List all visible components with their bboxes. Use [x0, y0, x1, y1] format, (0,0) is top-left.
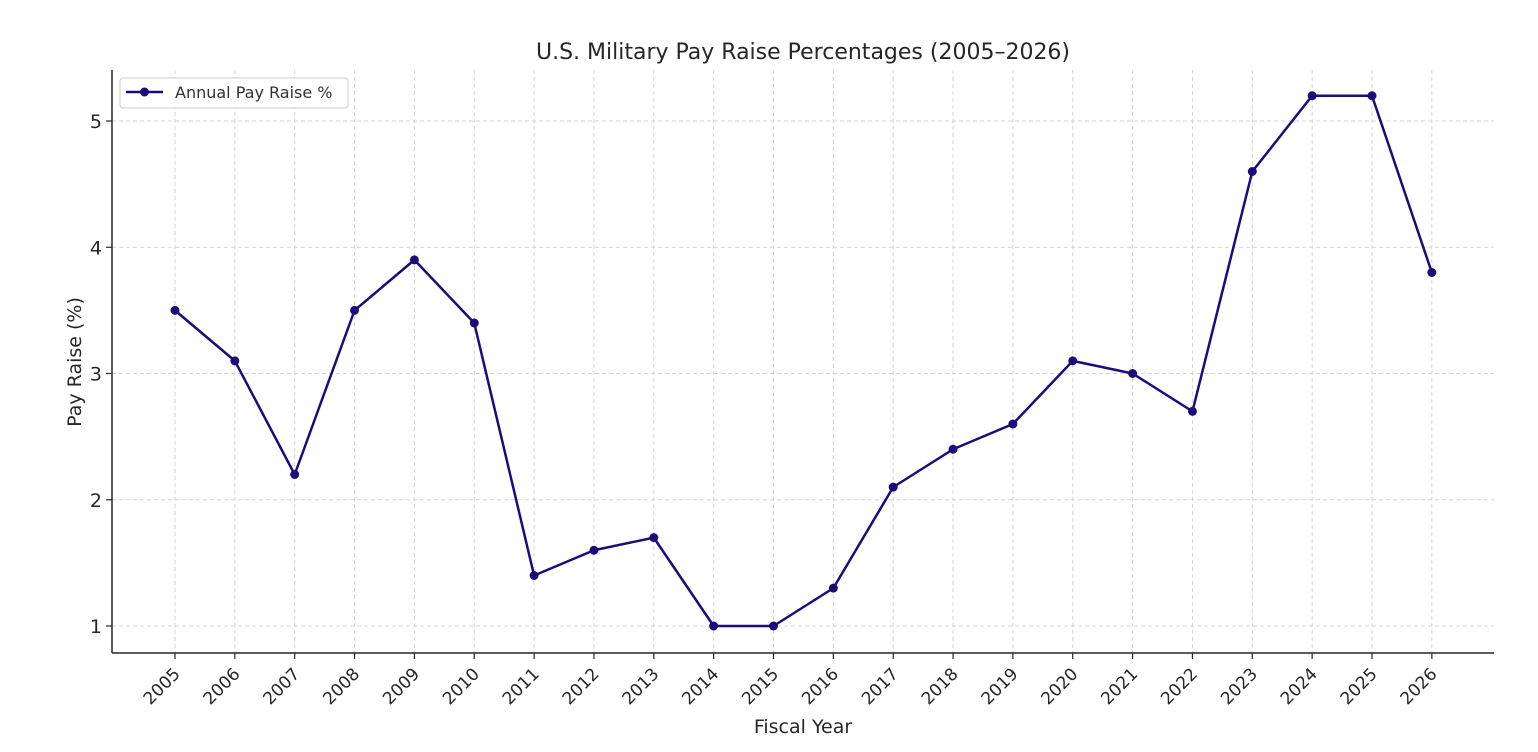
data-point [589, 545, 599, 555]
data-point [888, 482, 898, 492]
axes [111, 70, 1494, 654]
data-point [350, 305, 360, 315]
data-point [948, 444, 958, 454]
y-tick-label: 2 [90, 490, 102, 512]
data-point [1367, 91, 1377, 101]
y-tick-label: 4 [90, 237, 102, 259]
data-point [529, 571, 539, 580]
data-point [649, 533, 659, 543]
x-tick-label: 2018 [918, 664, 963, 709]
x-tick-label: 2014 [678, 664, 723, 709]
x-tick-label: 2012 [559, 664, 604, 709]
data-point [1247, 167, 1257, 176]
data-point [1008, 419, 1018, 429]
x-tick-label: 2008 [319, 664, 364, 709]
x-tick-label: 2024 [1277, 664, 1322, 709]
data-point [1187, 406, 1197, 416]
data-point [290, 470, 300, 479]
x-axis-label: Fiscal Year [754, 716, 853, 738]
data-point [1427, 268, 1437, 277]
legend-marker [140, 87, 149, 97]
data-point [469, 318, 479, 328]
data-point [1307, 91, 1317, 101]
legend-box [119, 77, 349, 109]
x-tick-label: 2022 [1157, 664, 1202, 709]
x-tick-label: 2026 [1397, 664, 1442, 709]
data-point [709, 621, 719, 631]
y-axis-label: Pay Raise (%) [64, 297, 86, 427]
x-tick-label: 2010 [439, 664, 484, 709]
x-tick-label: 2016 [798, 664, 843, 709]
x-tick-label: 2009 [379, 664, 424, 709]
y-tick-label: 1 [90, 616, 102, 638]
legend: Annual Pay Raise % [119, 77, 349, 109]
x-tick-label: 2021 [1097, 664, 1142, 709]
x-tick-label: 2006 [200, 664, 245, 709]
series [170, 91, 1437, 631]
data-point [769, 621, 778, 631]
series-line [174, 94, 1434, 628]
x-tick-label: 2023 [1217, 664, 1262, 709]
legend-label: Annual Pay Raise % [175, 83, 332, 102]
x-tick-label: 2017 [858, 664, 903, 709]
x-tick-label: 2025 [1337, 664, 1382, 709]
x-tick-label: 2020 [1038, 664, 1083, 709]
x-tick-label: 2013 [619, 664, 664, 709]
data-point [409, 255, 419, 265]
data-point [1128, 369, 1138, 378]
x-tick-label: 2007 [260, 664, 305, 709]
x-ticks: 2005 2006 2007 2008 2009 2010 2011 2012 2013 2014… [140, 653, 1442, 709]
x-tick-label: 2011 [499, 664, 544, 709]
data-point [828, 583, 838, 593]
data-point [1068, 356, 1078, 366]
data-point [230, 356, 240, 366]
x-tick-label: 2015 [738, 664, 783, 709]
chart-title: U.S. Military Pay Raise Percentages (200… [536, 40, 1070, 65]
data-point [170, 305, 180, 315]
grid [112, 70, 1494, 653]
x-tick-label: 2019 [978, 664, 1023, 709]
x-tick-label: 2005 [140, 664, 185, 709]
y-ticks: 1 2 3 4 5 [90, 111, 112, 638]
y-tick-label: 3 [90, 364, 102, 386]
y-tick-label: 5 [90, 111, 102, 133]
